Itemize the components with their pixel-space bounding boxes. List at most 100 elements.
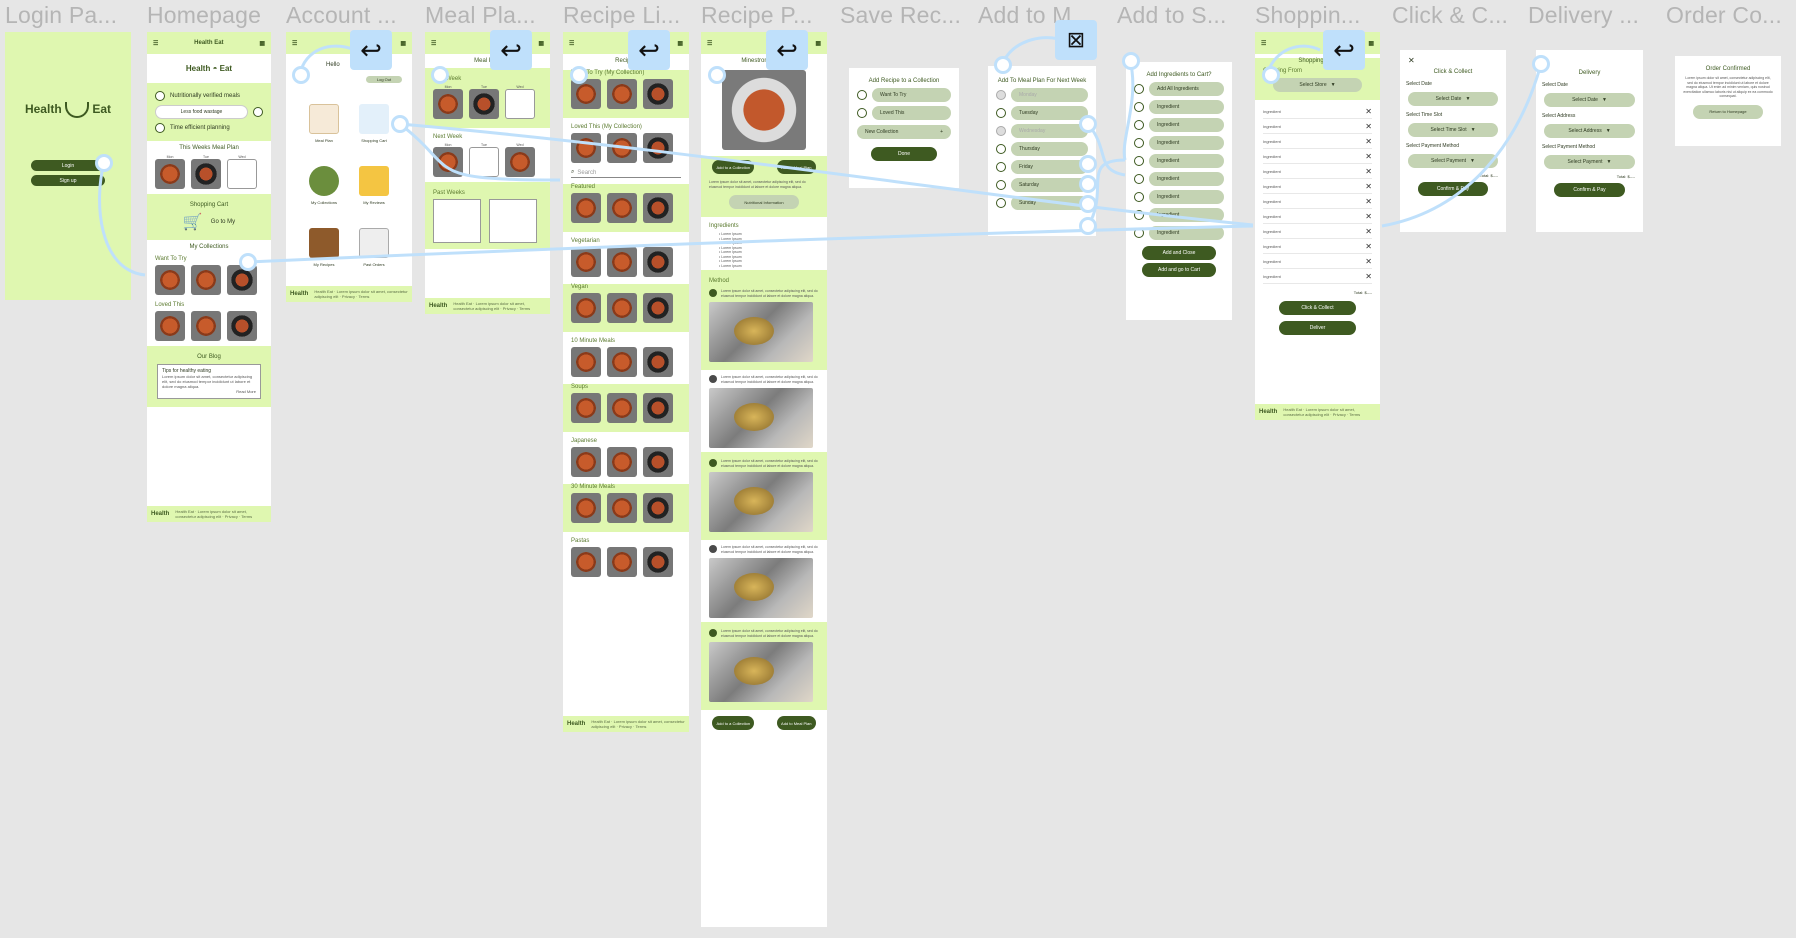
tile-shopping-cart[interactable]: Shopping Cart	[353, 93, 395, 143]
plan-day[interactable]: Wed	[505, 85, 535, 120]
tile-my-recipes[interactable]: My Recipes	[303, 217, 345, 267]
go-to-cart-link[interactable]: Go to My	[210, 219, 236, 225]
plan-day[interactable]: Mon	[433, 143, 463, 178]
confirm-pay-button[interactable]: Confirm & Pay	[1554, 183, 1625, 197]
date-dropdown[interactable]: Select Date	[1408, 92, 1498, 106]
recipe-thumb[interactable]	[607, 347, 637, 378]
recipe-thumb[interactable]	[571, 247, 601, 278]
tile-my-collections[interactable]: My Collections	[303, 155, 345, 205]
recipe-thumb[interactable]	[155, 265, 185, 296]
flow-connector[interactable]	[391, 115, 409, 133]
recipe-thumb[interactable]	[191, 311, 221, 342]
add-meal-plan-button[interactable]: Add to Meal Plan	[777, 160, 816, 174]
menu-icon[interactable]: ☰	[431, 40, 437, 47]
nutrition-button[interactable]: Nutritional Information	[729, 195, 799, 209]
remove-icon[interactable]: ✕	[1365, 166, 1372, 176]
search-bar[interactable]: ⌕ Search	[571, 168, 681, 178]
ingredient-option[interactable]: Ingredient	[1134, 226, 1224, 240]
day-option[interactable]: Saturday	[996, 178, 1088, 192]
menu-icon[interactable]: ☰	[707, 40, 713, 47]
deliver-button[interactable]: Deliver	[1279, 321, 1356, 335]
recipe-thumb[interactable]	[607, 133, 637, 164]
recipe-thumb[interactable]	[643, 193, 673, 224]
payment-dropdown[interactable]: Select Payment	[1408, 154, 1498, 168]
recipe-thumb[interactable]	[571, 133, 601, 164]
past-week-card[interactable]	[433, 199, 481, 243]
recipe-thumb[interactable]	[607, 293, 637, 324]
log-out-button[interactable]: Log Out	[366, 76, 402, 83]
collection-option[interactable]: Want To Try	[857, 88, 951, 102]
day-option[interactable]: Friday	[996, 160, 1088, 174]
payment-dropdown[interactable]: Select Payment	[1544, 155, 1635, 169]
date-dropdown[interactable]: Select Date	[1544, 93, 1635, 107]
collection-option[interactable]: Loved This	[857, 106, 951, 120]
confirm-pay-button[interactable]: Confirm & Pay	[1418, 182, 1488, 196]
recipe-thumb[interactable]	[571, 493, 601, 524]
flow-connector[interactable]	[1079, 217, 1097, 235]
plan-day[interactable]: Wed	[505, 143, 535, 178]
done-button[interactable]: Done	[871, 147, 937, 161]
tile-past-orders[interactable]: Past Orders	[353, 217, 395, 267]
remove-icon[interactable]: ✕	[1365, 196, 1372, 206]
add-collection-button-bottom[interactable]: Add to a Collection	[712, 716, 755, 730]
recipe-thumb[interactable]	[607, 247, 637, 278]
menu-icon[interactable]: ☰	[569, 40, 575, 47]
recipe-thumb[interactable]	[607, 79, 637, 110]
ingredient-option[interactable]: Ingredient	[1134, 208, 1224, 222]
remove-icon[interactable]: ✕	[1365, 241, 1372, 251]
recipe-thumb[interactable]	[571, 347, 601, 378]
recipe-thumb[interactable]	[571, 547, 601, 578]
tile-meal-plan[interactable]: Meal Plan	[303, 93, 345, 143]
flow-connector[interactable]	[292, 66, 310, 84]
recipe-thumb[interactable]	[571, 79, 601, 110]
plan-day[interactable]: Tue	[469, 85, 499, 120]
add-close-button[interactable]: Add and Close	[1142, 246, 1216, 260]
menu-icon[interactable]: ☰	[153, 40, 159, 47]
recipe-thumb[interactable]	[643, 447, 673, 478]
flow-connector[interactable]	[431, 66, 449, 84]
flow-connector[interactable]	[95, 154, 113, 172]
calendar-icon[interactable]: ▦	[259, 40, 265, 47]
remove-icon[interactable]: ✕	[1365, 181, 1372, 191]
remove-icon[interactable]: ✕	[1365, 256, 1372, 266]
recipe-thumb[interactable]	[571, 293, 601, 324]
day-wed[interactable]: Wed	[227, 155, 257, 190]
flow-connector[interactable]	[1079, 195, 1097, 213]
recipe-thumb[interactable]	[643, 247, 673, 278]
calendar-icon[interactable]: ▦	[815, 40, 821, 47]
remove-icon[interactable]: ✕	[1365, 211, 1372, 221]
menu-icon[interactable]: ☰	[1261, 40, 1267, 47]
flow-connector[interactable]	[1079, 155, 1097, 173]
recipe-thumb[interactable]	[191, 265, 221, 296]
ingredient-option[interactable]: Ingredient	[1134, 136, 1224, 150]
calendar-icon[interactable]: ▦	[677, 40, 683, 47]
new-collection-button[interactable]: New Collection +	[857, 125, 951, 139]
time-dropdown[interactable]: Select Time Slot	[1408, 123, 1498, 137]
calendar-icon[interactable]: ▦	[400, 40, 406, 47]
remove-icon[interactable]: ✕	[1365, 151, 1372, 161]
recipe-thumb[interactable]	[607, 493, 637, 524]
day-mon[interactable]: Mon	[155, 155, 185, 190]
ingredient-option[interactable]: Ingredient	[1134, 190, 1224, 204]
signup-button[interactable]: Sign up	[31, 175, 105, 186]
return-home-button[interactable]: Return to Homepage	[1693, 104, 1763, 119]
recipe-thumb[interactable]	[607, 193, 637, 224]
login-button[interactable]: Login	[31, 160, 105, 171]
back-arrow-icon[interactable]: ↩	[350, 30, 392, 70]
recipe-thumb[interactable]	[571, 393, 601, 424]
close-icon[interactable]: ✕	[1408, 56, 1415, 65]
past-week-card[interactable]	[489, 199, 537, 243]
recipe-thumb[interactable]	[643, 493, 673, 524]
tile-my-reviews[interactable]: My Reviews	[353, 155, 395, 205]
remove-icon[interactable]: ✕	[1365, 226, 1372, 236]
flow-connector[interactable]	[708, 66, 726, 84]
remove-icon[interactable]: ✕	[1365, 271, 1372, 281]
recipe-thumb[interactable]	[643, 79, 673, 110]
ingredient-option[interactable]: Ingredient	[1134, 172, 1224, 186]
flow-connector[interactable]	[1262, 66, 1280, 84]
back-arrow-icon[interactable]: ↩	[1323, 30, 1365, 70]
add-meal-plan-button-bottom[interactable]: Add to Meal Plan	[777, 716, 816, 730]
ingredient-option[interactable]: Ingredient	[1134, 100, 1224, 114]
menu-icon[interactable]: ☰	[292, 40, 298, 47]
plan-day[interactable]: Tue	[469, 143, 499, 178]
